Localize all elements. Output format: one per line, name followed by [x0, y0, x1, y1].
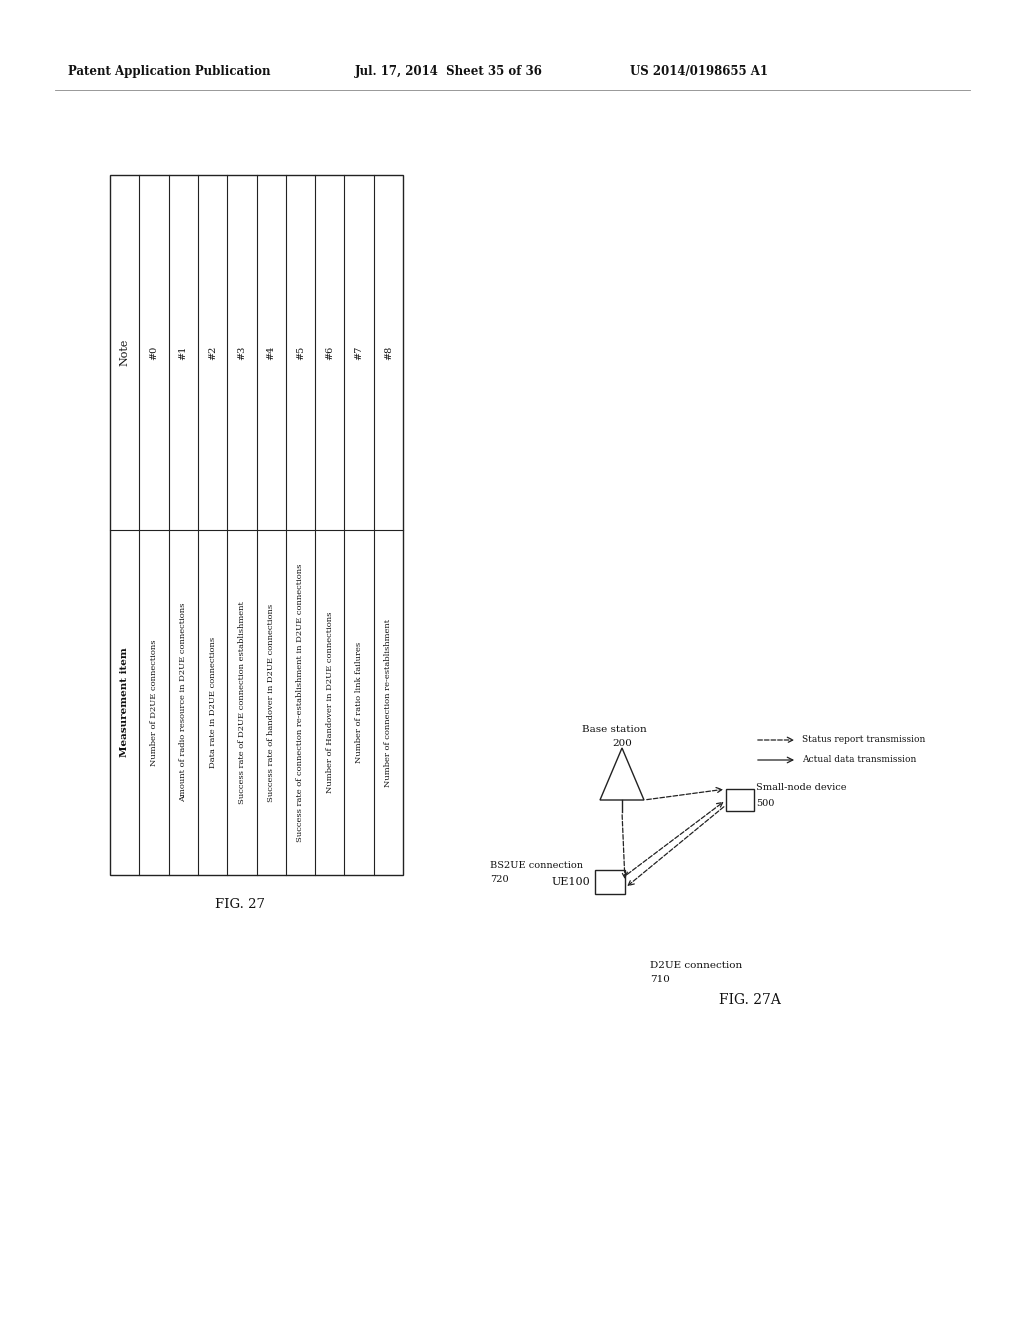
Text: Measurement item: Measurement item	[120, 648, 129, 758]
Text: #7: #7	[354, 346, 364, 359]
Text: 720: 720	[490, 875, 509, 884]
Text: #3: #3	[238, 346, 247, 359]
Text: Actual data transmission: Actual data transmission	[802, 755, 916, 764]
Text: #4: #4	[266, 346, 275, 359]
Text: #6: #6	[326, 346, 334, 359]
Text: US 2014/0198655 A1: US 2014/0198655 A1	[630, 66, 768, 78]
Text: Number of Handover in D2UE connections: Number of Handover in D2UE connections	[326, 611, 334, 793]
Text: Number of D2UE connections: Number of D2UE connections	[150, 639, 158, 766]
Text: BS2UE connection: BS2UE connection	[490, 861, 583, 870]
Text: Note: Note	[120, 339, 130, 366]
Text: FIG. 27A: FIG. 27A	[719, 993, 781, 1007]
Text: Small-node device: Small-node device	[756, 784, 847, 792]
Bar	[595, 870, 625, 894]
Text: Data rate in D2UE connections: Data rate in D2UE connections	[209, 638, 216, 768]
Bar	[726, 789, 754, 810]
Text: Success rate of D2UE connection establishment: Success rate of D2UE connection establis…	[238, 601, 246, 804]
Text: #1: #1	[179, 346, 187, 359]
Text: Amount of radio resource in D2UE connections: Amount of radio resource in D2UE connect…	[179, 603, 187, 803]
Text: Success rate of handover in D2UE connections: Success rate of handover in D2UE connect…	[267, 603, 275, 801]
Text: #8: #8	[384, 346, 393, 359]
Text: #5: #5	[296, 346, 305, 359]
Text: D2UE connection: D2UE connection	[650, 961, 742, 969]
Text: UE100: UE100	[552, 876, 591, 887]
Text: Patent Application Publication: Patent Application Publication	[68, 66, 270, 78]
Text: 710: 710	[650, 975, 670, 985]
Text: Number of ratio link failures: Number of ratio link failures	[355, 642, 364, 763]
Text: Number of connection re-establishment: Number of connection re-establishment	[384, 619, 392, 787]
Text: 200: 200	[612, 738, 632, 747]
Bar	[110, 176, 403, 875]
Text: #0: #0	[150, 346, 159, 359]
Text: Success rate of connection re-establishment in D2UE connections: Success rate of connection re-establishm…	[297, 564, 304, 842]
Text: Jul. 17, 2014  Sheet 35 of 36: Jul. 17, 2014 Sheet 35 of 36	[355, 66, 543, 78]
Text: #2: #2	[208, 346, 217, 359]
Text: FIG. 27: FIG. 27	[215, 899, 265, 912]
Text: 500: 500	[756, 799, 774, 808]
Text: Base station: Base station	[582, 726, 647, 734]
Text: Status report transmission: Status report transmission	[802, 735, 926, 744]
